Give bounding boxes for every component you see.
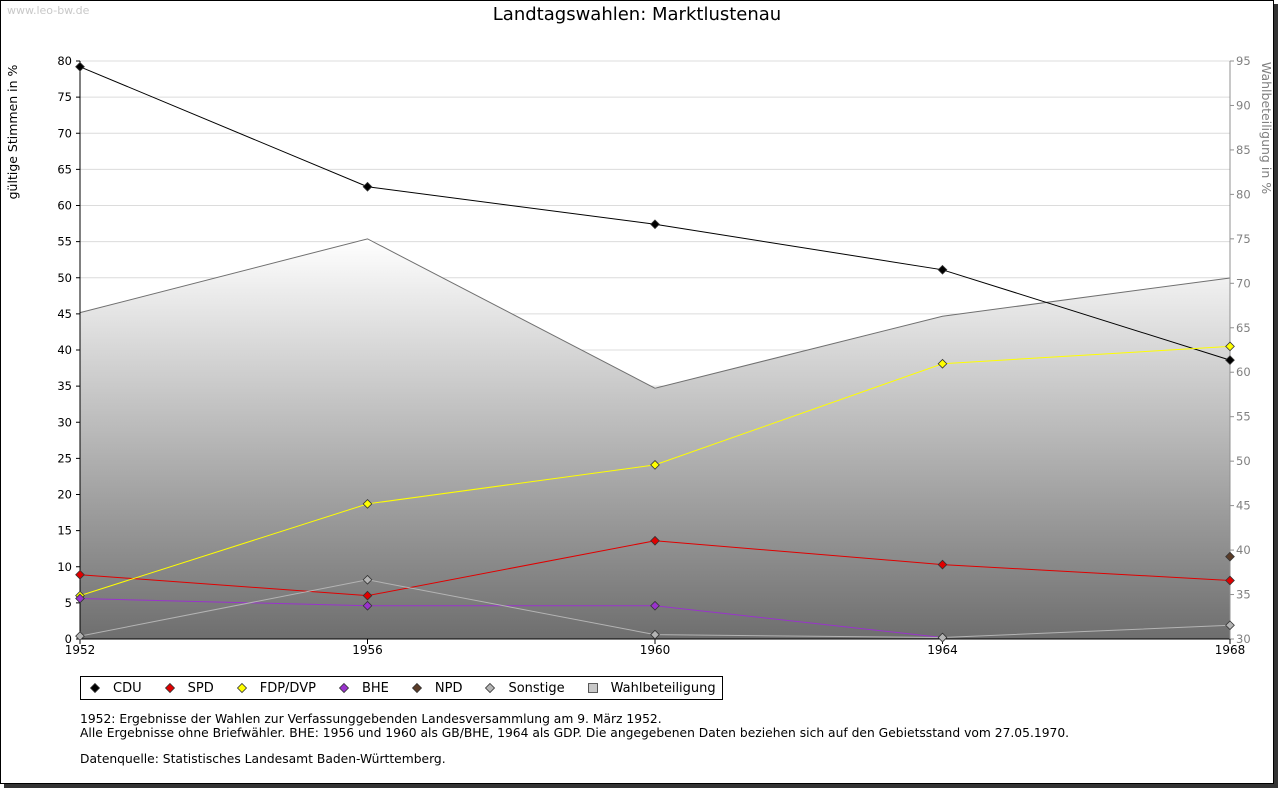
- axes: 0 5 10 15 20 25 30 35 40 45 50 55 60 65 70 75 80 30 35 40 45…: [57, 54, 1250, 657]
- y-tick-label: 5: [65, 596, 72, 610]
- point-fdp-dvp: [650, 460, 660, 470]
- y-tick-label: 40: [57, 343, 72, 357]
- point-spd: [937, 559, 948, 570]
- point-npd: [1225, 551, 1235, 562]
- legend-item-sonstige: Sonstige: [484, 680, 565, 696]
- diamond-marker-icon: [164, 682, 175, 694]
- y-tick-label: 55: [57, 235, 72, 249]
- point-sonstige: [1225, 620, 1235, 631]
- point-cdu: [650, 219, 660, 230]
- square-marker-icon: [587, 683, 598, 693]
- point-bhe: [75, 593, 85, 604]
- point-sonstige: [937, 632, 948, 643]
- legend-item-cdu: CDU: [89, 681, 142, 696]
- y2-tick-label: 40: [1236, 543, 1251, 557]
- y2-tick-label: 60: [1236, 365, 1251, 379]
- y2-tick-label: 70: [1236, 276, 1251, 290]
- chart-title: Landtagswahlen: Marktlustenau: [493, 4, 781, 25]
- y-tick-label: 70: [57, 126, 72, 140]
- legend-label: Wahlbeteiligung: [610, 680, 716, 696]
- point-spd: [75, 569, 85, 580]
- point-sonstige: [75, 631, 85, 641]
- point-fdp-dvp: [1225, 341, 1235, 352]
- series-lines: [75, 61, 1235, 643]
- series-line-bhe: [79, 598, 943, 639]
- diamond-marker-icon: [485, 682, 496, 694]
- y2-tick-label: 35: [1236, 588, 1251, 602]
- legend: CDU SPD FDP/DVP BHE NPD Sonstige Wahlbeteiligu…: [80, 676, 723, 700]
- y-tick-label: 65: [57, 162, 72, 176]
- y2-tick-label: 30: [1236, 632, 1251, 646]
- y-tick-label: 25: [57, 451, 72, 465]
- legend-label: NPD: [434, 680, 463, 696]
- y-axis-label: gültige Stimmen in %: [5, 64, 20, 199]
- legend-label: Sonstige: [508, 680, 565, 696]
- point-spd: [362, 590, 373, 601]
- point-spd: [650, 535, 660, 546]
- legend-label: CDU: [113, 680, 142, 696]
- diamond-marker-icon: [89, 682, 101, 694]
- data-source: Datenquelle: Statistisches Landesamt Bad…: [80, 752, 446, 766]
- x-tick-label: 1952: [65, 643, 96, 657]
- point-spd: [1225, 575, 1235, 586]
- y2-tick-label: 85: [1236, 143, 1251, 157]
- turnout-area: [79, 238, 1231, 639]
- point-bhe: [650, 600, 660, 611]
- y-tick-label: 10: [57, 560, 72, 574]
- y-tick-label: 20: [57, 488, 72, 502]
- point-cdu: [937, 264, 948, 275]
- y2-tick-label: 75: [1236, 232, 1251, 246]
- x-tick-label: 1960: [640, 643, 671, 657]
- legend-label: FDP/DVP: [259, 680, 316, 696]
- point-cdu: [1225, 355, 1235, 365]
- footnotes: 1952: Ergebnisse der Wahlen zur Verfassu…: [80, 712, 1070, 767]
- y-tick-label: 15: [57, 524, 72, 538]
- x-tick-label: 1968: [1215, 643, 1246, 657]
- legend-item-wahlbeteiligung: Wahlbeteiligung: [587, 681, 716, 696]
- legend-item-npd: NPD: [411, 680, 463, 696]
- point-cdu: [75, 61, 85, 72]
- footnote-1952: 1952: Ergebnisse der Wahlen zur Verfassu…: [80, 712, 662, 726]
- y2-tick-label: 65: [1236, 321, 1251, 335]
- y-tick-label: 30: [57, 415, 72, 429]
- y2-tick-label: 50: [1236, 454, 1251, 468]
- turnout-area-fill: [80, 238, 1230, 639]
- point-cdu: [362, 181, 373, 192]
- y-tick-label: 60: [57, 199, 72, 213]
- x-tick-label: 1964: [927, 643, 958, 657]
- legend-item-spd: SPD: [164, 681, 214, 696]
- line-chart: 0 5 10 15 20 25 30 35 40 45 50 55 60 65 70 75 80 30 35 40 45…: [5, 4, 1274, 657]
- turnout-area-line: [79, 238, 1231, 389]
- y-tick-label: 50: [57, 271, 72, 285]
- point-fdp-dvp: [362, 499, 373, 509]
- legend-label: BHE: [361, 680, 389, 696]
- y-tick-label: 45: [57, 307, 72, 321]
- legend-label: SPD: [187, 680, 214, 696]
- legend-item-fdp-dvp: FDP/DVP: [236, 681, 316, 696]
- y2-tick-label: 95: [1236, 54, 1251, 68]
- y-tick-label: 80: [57, 54, 72, 68]
- footnote-briefwaehler: Alle Ergebnisse ohne Briefwähler. BHE: 1…: [80, 725, 1070, 740]
- y2-tick-label: 90: [1236, 98, 1251, 112]
- point-fdp-dvp: [937, 358, 948, 369]
- point-sonstige: [362, 574, 373, 585]
- legend-item-bhe: BHE: [338, 681, 389, 696]
- x-tick-label: 1956: [352, 643, 383, 657]
- y2-tick-label: 80: [1236, 187, 1251, 201]
- diamond-marker-icon: [338, 682, 350, 694]
- point-bhe: [362, 600, 373, 611]
- y-tick-label: 35: [57, 379, 72, 393]
- y2-tick-label: 45: [1236, 499, 1251, 513]
- y-tick-label: 0: [65, 632, 72, 646]
- y-tick-label: 75: [57, 90, 72, 104]
- y2-tick-label: 55: [1236, 410, 1251, 424]
- watermark: www.leo-bw.de: [7, 4, 90, 17]
- diamond-marker-icon: [236, 682, 247, 694]
- diamond-marker-icon: [411, 682, 422, 694]
- y2-axis-label: Wahlbeteiligung in %: [1259, 62, 1274, 194]
- point-sonstige: [650, 629, 660, 640]
